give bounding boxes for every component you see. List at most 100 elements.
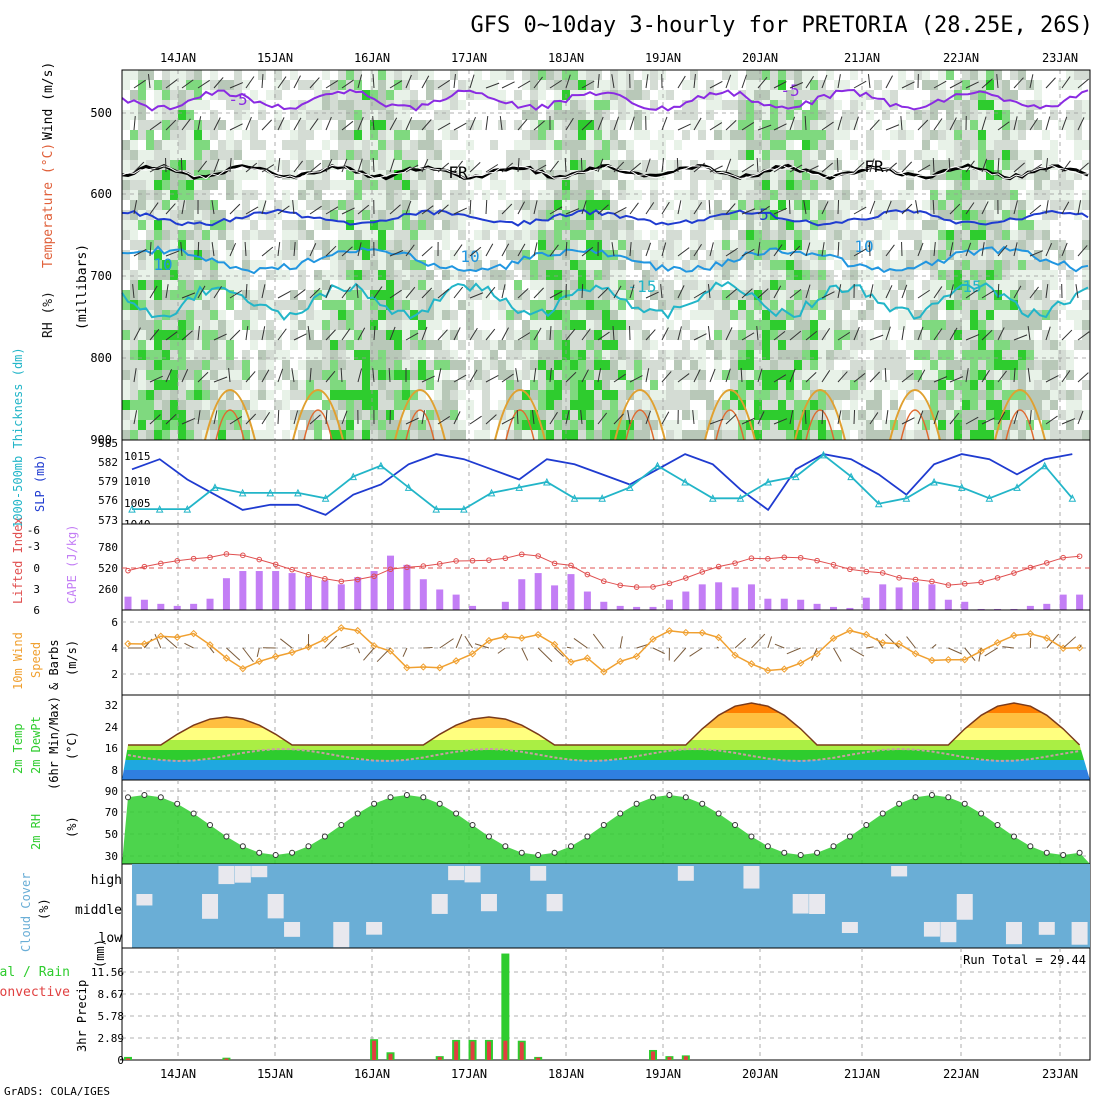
rh-shade-cell (378, 210, 386, 220)
rh-shade-cell (946, 150, 954, 160)
rh-shade-cell (610, 410, 618, 420)
rh-shade-cell (882, 430, 890, 440)
rh-shade-cell (578, 340, 586, 350)
rh-shade-cell (970, 240, 978, 250)
rh-shade-cell (658, 280, 666, 290)
rh-shade-cell (642, 340, 650, 350)
rh-shade-cell (826, 80, 834, 90)
rh-shade-cell (378, 70, 386, 80)
rh-shade-cell (698, 100, 706, 110)
rh-shade-cell (122, 200, 130, 210)
rh-shade-cell (898, 150, 906, 160)
rh-shade-cell (1074, 190, 1082, 200)
rh-shade-cell (162, 230, 170, 240)
rh-shade-cell (378, 150, 386, 160)
rh-shade-cell (490, 360, 498, 370)
rh-shade-cell (138, 270, 146, 280)
rh-shade-cell (666, 380, 674, 390)
rh-shade-cell (994, 300, 1002, 310)
rh-shade-cell (186, 270, 194, 280)
rh-shade-cell (754, 360, 762, 370)
rh-shade-cell (322, 100, 330, 110)
rh-shade-cell (890, 370, 898, 380)
rh-shade-cell (722, 140, 730, 150)
rh-shade-cell (786, 150, 794, 160)
rh-shade-cell (866, 350, 874, 360)
rh-shade-cell (138, 340, 146, 350)
rh-shade-cell (362, 130, 370, 140)
rh-shade-cell (186, 390, 194, 400)
rh-shade-cell (1058, 430, 1066, 440)
rh-shade-cell (938, 160, 946, 170)
rh-shade-cell (346, 130, 354, 140)
rh-shade-cell (314, 130, 322, 140)
rh-shade-cell (370, 280, 378, 290)
rh-shade-cell (538, 210, 546, 220)
rh-shade-cell (1074, 310, 1082, 320)
rh-shade-cell (762, 420, 770, 430)
rh-shade-cell (618, 230, 626, 240)
rh-shade-cell (210, 190, 218, 200)
rh-shade-cell (906, 330, 914, 340)
rh-shade-cell (570, 80, 578, 90)
rh-shade-cell (970, 390, 978, 400)
rh-shade-cell (658, 140, 666, 150)
rh-shade-cell (354, 100, 362, 110)
rh-shade-cell (746, 220, 754, 230)
rh-shade-cell (554, 320, 562, 330)
rh-shade-cell (938, 360, 946, 370)
rh-shade-cell (322, 280, 330, 290)
rh-shade-cell (674, 90, 682, 100)
rh-shade-cell (1058, 220, 1066, 230)
rh-shade-cell (314, 100, 322, 110)
rh-shade-cell (1050, 350, 1058, 360)
rh-shade-cell (778, 230, 786, 240)
rh-shade-cell (666, 110, 674, 120)
rh-shade-cell (266, 240, 274, 250)
rh-shade-cell (578, 390, 586, 400)
rh-shade-cell (490, 70, 498, 80)
rh-shade-cell (938, 390, 946, 400)
rh-shade-cell (778, 340, 786, 350)
rh-shade-cell (570, 70, 578, 80)
rh-shade-cell (490, 270, 498, 280)
rh-shade-cell (746, 260, 754, 270)
rh-shade-cell (970, 430, 978, 440)
rh-shade-cell (522, 230, 530, 240)
rh-shade-cell (642, 190, 650, 200)
rh-shade-cell (194, 300, 202, 310)
rh-shade-cell (138, 190, 146, 200)
rh-shade-cell (186, 410, 194, 420)
rh-shade-cell (338, 270, 346, 280)
rh-shade-cell (170, 400, 178, 410)
rh-shade-cell (442, 100, 450, 110)
rh-shade-cell (210, 110, 218, 120)
rh-shade-cell (890, 190, 898, 200)
rh-shade-cell (530, 70, 538, 80)
rh-shade-cell (514, 130, 522, 140)
rh-shade-cell (1042, 400, 1050, 410)
rh-shade-cell (810, 140, 818, 150)
rh-shade-cell (186, 280, 194, 290)
rh-shade-cell (602, 220, 610, 230)
rh-shade-cell (346, 230, 354, 240)
rh-shade-cell (722, 320, 730, 330)
rh-shade-cell (826, 310, 834, 320)
rh-shade-cell (218, 100, 226, 110)
rh-shade-cell (458, 340, 466, 350)
rh-shade-cell (690, 430, 698, 440)
rh-shade-cell (850, 400, 858, 410)
rh-shade-cell (1058, 340, 1066, 350)
rh-shade-cell (1034, 200, 1042, 210)
rh-shade-cell (874, 360, 882, 370)
rh-shade-cell (914, 180, 922, 190)
rh-shade-cell (674, 140, 682, 150)
rh-shade-cell (234, 180, 242, 190)
rh-shade-cell (258, 110, 266, 120)
rh-shade-cell (554, 340, 562, 350)
rh-shade-cell (962, 360, 970, 370)
rh-shade-cell (850, 390, 858, 400)
rh-shade-cell (874, 380, 882, 390)
rh-shade-cell (738, 240, 746, 250)
rh-shade-cell (186, 310, 194, 320)
